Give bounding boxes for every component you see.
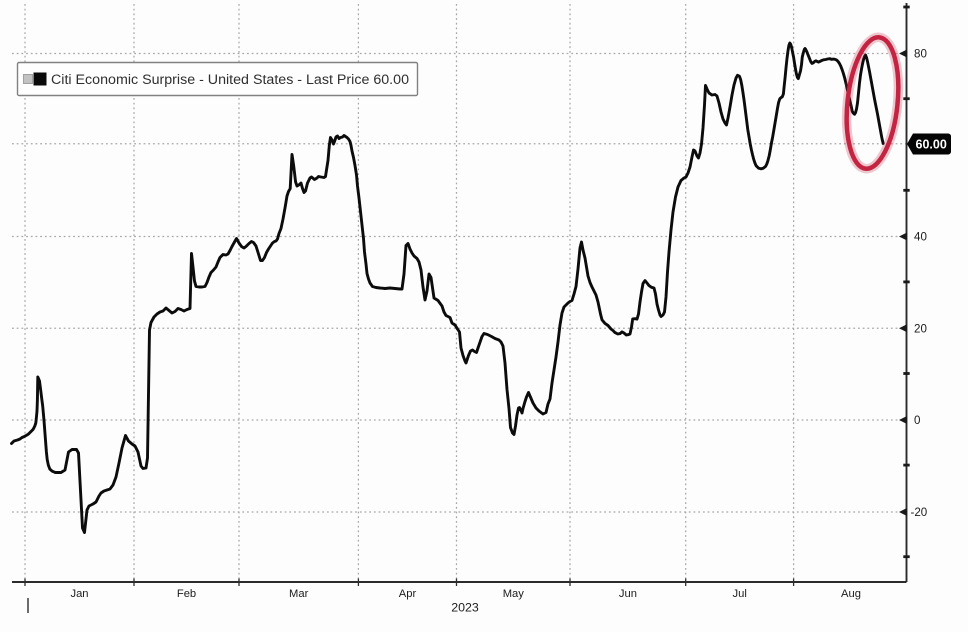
svg-text:Mar: Mar xyxy=(289,588,309,600)
svg-text:40: 40 xyxy=(914,231,927,244)
svg-text:Jun: Jun xyxy=(619,588,637,600)
svg-text:Feb: Feb xyxy=(177,588,196,600)
svg-text:60.00: 60.00 xyxy=(916,138,947,152)
svg-text:20: 20 xyxy=(914,322,927,335)
svg-text:Jul: Jul xyxy=(733,588,747,600)
svg-text:Apr: Apr xyxy=(399,588,417,600)
svg-text:May: May xyxy=(503,588,525,600)
svg-text:Citi Economic Surprise - Unite: Citi Economic Surprise - United States -… xyxy=(51,72,409,88)
svg-text:-20: -20 xyxy=(911,506,928,519)
svg-text:0: 0 xyxy=(914,414,920,427)
svg-text:80: 80 xyxy=(914,48,927,61)
svg-text:Aug: Aug xyxy=(841,588,861,600)
svg-text:2023: 2023 xyxy=(451,601,479,615)
svg-text:Jan: Jan xyxy=(70,588,88,600)
